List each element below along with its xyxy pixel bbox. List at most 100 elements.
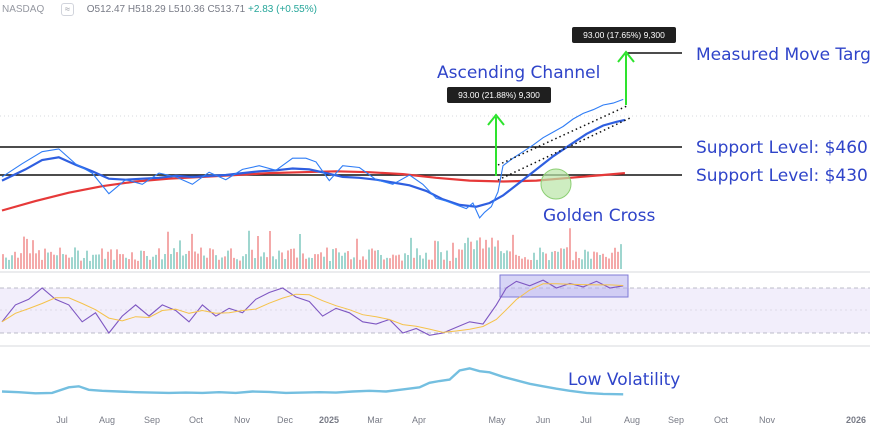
compare-icon[interactable]: ≈ (61, 3, 74, 16)
x-tick-label: Nov (234, 415, 251, 425)
x-axis: Jul Aug Sep Oct Nov Dec 2025 Mar Apr May Jun Jul Aug… (56, 415, 866, 425)
volume-bar (158, 248, 160, 269)
x-tick-label: Mar (367, 415, 383, 425)
volume-bar (497, 240, 499, 269)
volume-bar (5, 257, 7, 269)
volume-bar (602, 253, 604, 269)
volume-bar (56, 255, 58, 269)
volume-bar (338, 252, 340, 269)
volume-bar (392, 254, 394, 269)
x-tick-label: Aug (99, 415, 115, 425)
volume-bar (512, 234, 514, 269)
volume-bar (521, 258, 523, 269)
volume-bar (455, 257, 457, 269)
volume-bar (38, 250, 40, 269)
volume-bar (311, 257, 313, 269)
volume-bar (575, 251, 577, 269)
volume-bar (557, 251, 559, 269)
volume-bar (566, 247, 568, 269)
volume-bar (173, 248, 175, 269)
volume-bar (227, 250, 229, 269)
volume-bar (551, 251, 553, 269)
volume-bar (329, 260, 331, 269)
volume-bar (344, 252, 346, 269)
volume-bar (617, 251, 619, 269)
volume-bar (23, 236, 25, 269)
volume-bar (11, 255, 13, 269)
ohlc-open: O512.47 (86, 4, 126, 15)
volume-bar (524, 257, 526, 269)
volume-bar (323, 256, 325, 269)
x-tick-label: May (488, 415, 506, 425)
volume-bar (284, 259, 286, 269)
volume-bar (50, 251, 52, 269)
x-tick-label: Apr (412, 415, 426, 425)
channel-lower-line (497, 117, 631, 181)
ohlc-close: C513.71 (207, 4, 246, 15)
channel-upper-line (497, 105, 628, 166)
volume-bar (125, 257, 127, 269)
volatility-line (1, 367, 624, 396)
symbol-name: NASDAQ (2, 4, 45, 15)
target-measure-text: 93.00 (17.65%) 9,300 (583, 30, 665, 40)
volume-bar (500, 251, 502, 269)
volume-bar (335, 248, 337, 269)
volume-bar (599, 254, 601, 269)
volume-bar (386, 257, 388, 269)
x-tick-label: Jul (56, 415, 68, 425)
x-tick-label: 2025 (319, 415, 339, 425)
volume-bar (449, 260, 451, 269)
volume-bar (17, 257, 19, 269)
volume-bar (542, 252, 544, 269)
volume-bar (68, 257, 70, 269)
volume-bar (365, 259, 367, 269)
volume-bar (533, 252, 535, 269)
target-arrow (617, 50, 635, 105)
volume-bar (422, 258, 424, 269)
volume-bar (260, 256, 262, 269)
volume-bar (398, 254, 400, 269)
volume-bar (590, 258, 592, 269)
volume-bar (206, 257, 208, 269)
volume-bar (230, 248, 232, 269)
volume-bar (32, 240, 34, 269)
channel-measure-box (447, 87, 551, 103)
volume-bar (434, 240, 436, 269)
volume-bar (92, 254, 94, 269)
volume-bar (308, 257, 310, 269)
volume-bar (20, 253, 22, 269)
volume-bar (584, 249, 586, 269)
x-tick-label: Oct (189, 415, 204, 425)
support-lower-label: Support Level: $430 (696, 166, 868, 186)
volume-bar (377, 250, 379, 269)
ohlc-low: L510.36 (168, 4, 205, 15)
volume-bar (233, 257, 235, 269)
volume-bar (563, 248, 565, 269)
volume-bar (170, 254, 172, 269)
volume-bar (200, 247, 202, 269)
volume-bar (290, 248, 292, 269)
volume-bar (464, 243, 466, 269)
volume-bar (26, 238, 28, 269)
volume-bar (62, 254, 64, 269)
volume-bar (131, 252, 133, 269)
volume-bar (101, 248, 103, 269)
volume-bar (224, 256, 226, 269)
volume-bar (272, 256, 274, 269)
volume-bar (572, 260, 574, 269)
volume-bar (593, 251, 595, 269)
volume-bar (215, 255, 217, 269)
volume-bar (527, 259, 529, 269)
rsi-band (0, 288, 870, 333)
volume-bar (482, 248, 484, 269)
volume-bar (503, 253, 505, 269)
volume-bar (476, 240, 478, 269)
volume-bar (371, 248, 373, 269)
volume-bar (266, 257, 268, 269)
volume-bar (86, 250, 88, 269)
volume-bar (59, 247, 61, 269)
volume-bar (380, 254, 382, 269)
volume-bar (74, 247, 76, 269)
x-tick-label: Jul (580, 415, 592, 425)
